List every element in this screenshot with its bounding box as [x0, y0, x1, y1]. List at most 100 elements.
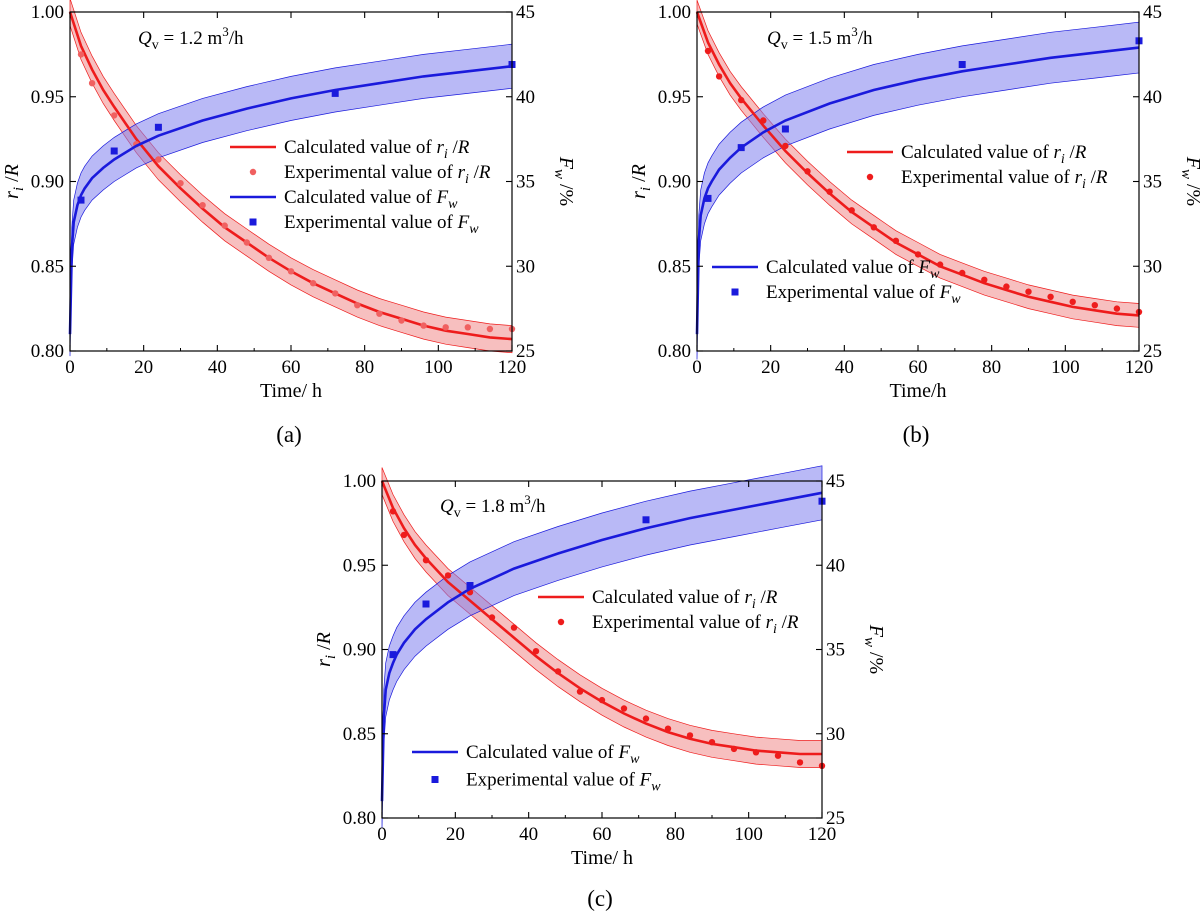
- experimental-ri-r-point: [914, 251, 922, 258]
- x-tick-label: 20: [134, 357, 153, 378]
- x-tick-label: 0: [377, 824, 387, 845]
- legend-entry-exp-f: Experimental value of Fw: [249, 212, 479, 237]
- y-right-tick-label: 30: [1143, 256, 1162, 277]
- experimental-ri-r-point: [398, 317, 405, 324]
- flow-rate-label: Qv = 1.2 m3/h: [138, 24, 244, 53]
- experimental-ri-r-point: [155, 156, 162, 163]
- experimental-ri-r-point: [774, 752, 782, 759]
- legend-entry-calc-r: Calculated value of ri /R: [538, 587, 778, 612]
- y-right-tick-label: 30: [826, 724, 845, 745]
- legend-entry-calc-f: Calculated value of Fw: [230, 187, 458, 212]
- experimental-fw-point: [110, 147, 118, 155]
- experimental-fw-point: [781, 125, 789, 133]
- y-left-tick-label: 0.85: [343, 724, 376, 745]
- legend-point-swatch: [249, 168, 257, 176]
- experimental-ri-r-point: [598, 696, 606, 704]
- legend-square-swatch: [431, 776, 439, 783]
- y-right-tick-label: 35: [1143, 172, 1162, 193]
- experimental-ri-r-point: [243, 239, 250, 246]
- experimental-fw-point: [466, 582, 474, 589]
- y-left-axis-label: ri /R: [313, 632, 339, 667]
- y-right-tick-label: 25: [826, 808, 845, 829]
- x-tick-label: 60: [282, 357, 301, 378]
- legend-square-swatch: [249, 218, 257, 226]
- y-right-tick-label: 25: [1143, 341, 1162, 362]
- y-left-tick-label: 1.00: [658, 2, 691, 23]
- y-left-tick-label: 0.85: [658, 256, 691, 277]
- legend-label: Experimental value of ri /R: [284, 162, 491, 187]
- experimental-ri-r-point: [708, 739, 716, 746]
- legend-label: Calculated value of Fw: [766, 257, 940, 282]
- ri-r-confidence-band: [69, 0, 513, 354]
- panel-b: 0 20 40 60 80 100 120 0.80 0.85 0.90 0.95 1.00 25 30 3…: [628, 0, 1200, 447]
- experimental-ri-r-point: [576, 688, 584, 695]
- x-tick-label: 100: [734, 824, 763, 845]
- x-tick-label: 120: [808, 824, 837, 845]
- experimental-ri-r-point: [177, 180, 184, 187]
- x-axis-label: Time/h: [889, 380, 946, 402]
- x-tick-label: 80: [355, 357, 374, 378]
- experimental-ri-r-point: [532, 648, 540, 655]
- experimental-fw-point: [737, 144, 745, 152]
- y-right-tick-label: 45: [826, 471, 845, 492]
- panel-caption: (a): [276, 422, 302, 447]
- y-left-tick-label: 0.95: [31, 87, 64, 108]
- y-left-tick-label: 0.95: [343, 555, 376, 576]
- x-tick-label: 0: [692, 357, 702, 378]
- legend-label: Calculated value of Fw: [284, 187, 458, 212]
- calculated-fw-line: [380, 491, 823, 802]
- legend-entry-calc-r: Calculated value of ri /R: [230, 137, 470, 162]
- legend-square-swatch: [731, 288, 739, 296]
- experimental-ri-r-point: [730, 745, 738, 753]
- y-right-tick-label: 40: [826, 555, 845, 576]
- x-tick-label: 20: [761, 357, 780, 378]
- experimental-fw-point: [389, 651, 397, 659]
- experimental-ri-r-point: [1113, 305, 1121, 312]
- y-left-axis-label: ri /R: [628, 164, 654, 199]
- experimental-ri-r-point: [796, 759, 804, 766]
- experimental-fw-point: [331, 89, 339, 97]
- legend-point-swatch: [866, 173, 874, 181]
- y-right-tick-label: 25: [516, 341, 535, 362]
- x-tick-label: 80: [982, 357, 1001, 378]
- y-right-axis-label: Fw /%: [1178, 156, 1200, 206]
- experimental-fw-point: [154, 123, 162, 131]
- experimental-ri-r-point: [420, 322, 427, 329]
- experimental-ri-r-point: [715, 73, 723, 80]
- experimental-ri-r-point: [389, 508, 397, 515]
- legend-label: Experimental value of Fw: [766, 282, 961, 307]
- experimental-ri-r-point: [111, 112, 118, 119]
- panel-c: 0 20 40 60 80 100 120 0.80 0.85 0.90 0.95 1.00 25 30 3…: [313, 465, 887, 911]
- experimental-ri-r-point: [620, 705, 628, 712]
- experimental-ri-r-point: [664, 725, 672, 732]
- experimental-ri-r-point: [752, 749, 760, 756]
- experimental-ri-r-point: [332, 290, 339, 297]
- legend-label: Experimental value of ri /R: [592, 612, 799, 637]
- experimental-ri-r-point: [444, 572, 452, 579]
- y-right-tick-label: 35: [826, 640, 845, 661]
- flow-rate-label: Qv = 1.5 m3/h: [767, 24, 873, 53]
- experimental-ri-r-point: [422, 557, 430, 564]
- experimental-ri-r-point: [738, 96, 745, 104]
- legend-label: Experimental value of ri /R: [901, 167, 1108, 192]
- x-tick-label: 120: [498, 357, 527, 378]
- x-tick-label: 40: [208, 357, 227, 378]
- legend-entry-exp-r: Experimental value of ri /R: [249, 162, 491, 187]
- y-left-tick-label: 0.80: [31, 341, 64, 362]
- legend-entry-exp-f: Experimental value of Fw: [731, 282, 961, 307]
- x-tick-label: 100: [424, 357, 453, 378]
- experimental-ri-r-point: [642, 715, 650, 722]
- x-tick-label: 120: [1125, 357, 1154, 378]
- legend-label: Calculated value of ri /R: [901, 142, 1087, 167]
- y-right-tick-label: 30: [516, 256, 535, 277]
- legend-entry-exp-r: Experimental value of ri /R: [866, 167, 1108, 192]
- experimental-ri-r-point: [892, 237, 900, 244]
- y-left-tick-label: 0.95: [658, 87, 691, 108]
- experimental-ri-r-point: [1091, 302, 1099, 309]
- legend-entry-exp-f: Experimental value of Fw: [431, 770, 661, 795]
- experimental-ri-r-point: [936, 261, 944, 268]
- experimental-ri-r-point: [400, 531, 408, 539]
- experimental-ri-r-point: [1069, 298, 1076, 305]
- y-left-tick-label: 0.80: [343, 808, 376, 829]
- experimental-ri-r-point: [1003, 283, 1010, 290]
